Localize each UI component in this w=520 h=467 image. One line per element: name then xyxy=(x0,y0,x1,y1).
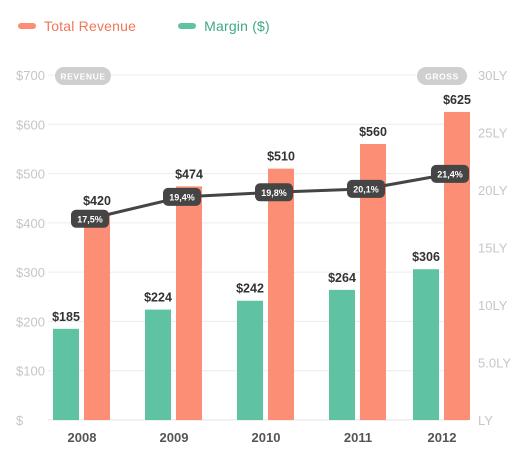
y-left-tick-label: $100 xyxy=(16,364,45,379)
line-point-label: 20,1% xyxy=(353,184,379,194)
data-label-revenue: $474 xyxy=(175,167,203,181)
data-label-margin: $185 xyxy=(52,310,80,324)
bar-margin xyxy=(237,300,263,420)
badge-revenue-bg xyxy=(55,67,111,85)
y-left-tick-label: $600 xyxy=(16,117,45,132)
line-point-marker xyxy=(431,164,469,183)
line-point-label: 19,8% xyxy=(261,188,287,198)
line-point-label: 19,4% xyxy=(169,192,195,202)
y-right-tick-label: LY xyxy=(478,413,493,428)
data-label-revenue: $625 xyxy=(443,93,471,107)
badge-gross-bg xyxy=(417,67,467,85)
bar-revenue xyxy=(84,213,110,420)
data-label-margin: $224 xyxy=(144,291,172,305)
y-left-tick-label: $500 xyxy=(16,167,45,182)
line-point-label: 17,5% xyxy=(77,214,103,224)
legend: Total Revenue Margin ($) xyxy=(18,18,270,34)
bar-margin xyxy=(145,309,171,420)
data-label-margin: $306 xyxy=(412,250,440,264)
line-point-marker xyxy=(71,209,109,228)
legend-label-revenue: Total Revenue xyxy=(44,18,137,34)
line-point-marker xyxy=(347,179,385,198)
bar-margin xyxy=(329,289,355,420)
line-point-marker xyxy=(255,183,293,202)
x-tick-label: 2010 xyxy=(252,430,281,445)
y-left-tick-label: $300 xyxy=(16,265,45,280)
legend-item-margin[interactable]: Margin ($) xyxy=(178,18,270,34)
y-left-tick-label: $200 xyxy=(16,314,45,329)
legend-swatch-margin xyxy=(178,23,197,29)
y-right-tick-label: 5.0LY xyxy=(478,356,511,371)
bar-revenue xyxy=(176,186,202,420)
data-label-margin: $264 xyxy=(328,271,356,285)
y-right-tick-label: 30LY xyxy=(478,68,508,83)
x-tick-label: 2008 xyxy=(68,430,97,445)
bar-margin xyxy=(53,328,79,420)
badge-revenue-label: REVENUE xyxy=(60,72,105,82)
y-right-tick-label: 20LY xyxy=(478,183,508,198)
y-left-tick-label: $700 xyxy=(16,68,45,83)
data-label-margin: $242 xyxy=(236,282,264,296)
x-tick-label: 2011 xyxy=(344,430,372,445)
badge-gross-label: GROSS xyxy=(425,72,459,82)
bar-revenue xyxy=(444,111,470,420)
y-left-tick-label: $400 xyxy=(16,216,45,231)
line-point-label: 21,4% xyxy=(437,169,463,179)
y-right-tick-label: 25LY xyxy=(478,126,508,141)
x-tick-label: 2012 xyxy=(428,430,457,445)
data-label-revenue: $510 xyxy=(267,150,295,164)
line-point-marker xyxy=(163,187,201,206)
data-label-revenue: $420 xyxy=(83,194,111,208)
legend-swatch-revenue xyxy=(18,23,36,29)
y-right-tick-label: 15LY xyxy=(478,241,508,256)
y-left-tick-label: $ xyxy=(16,413,24,428)
y-right-tick-label: 10LY xyxy=(478,298,508,313)
x-tick-label: 2009 xyxy=(160,430,189,445)
legend-label-margin: Margin ($) xyxy=(204,18,270,34)
bar-margin xyxy=(413,269,439,420)
bar-revenue xyxy=(268,168,294,420)
data-label-revenue: $560 xyxy=(359,125,387,139)
legend-item-total-revenue[interactable]: Total Revenue xyxy=(18,18,136,34)
